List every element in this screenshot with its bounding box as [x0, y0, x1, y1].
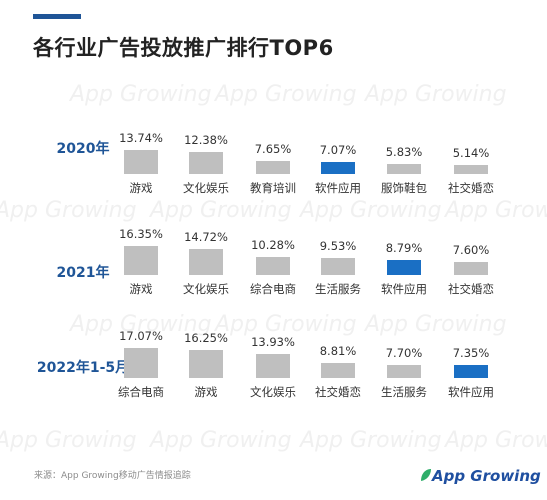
watermark-text: App Growing — [300, 198, 442, 223]
bar — [321, 363, 355, 378]
chart-title: 各行业广告投放推广排行TOP6 — [33, 36, 334, 60]
watermark-text: App Growing — [300, 428, 442, 453]
value-label: 7.65% — [254, 142, 292, 156]
bar — [189, 249, 223, 275]
value-label: 7.60% — [452, 243, 490, 257]
category-label: 综合电商 — [250, 282, 296, 296]
value-label: 14.72% — [184, 230, 228, 244]
value-label: 12.38% — [184, 133, 228, 147]
value-label: 13.93% — [251, 335, 295, 349]
value-label: 7.35% — [452, 346, 490, 360]
bar — [387, 260, 421, 275]
category-label: 社交婚恋 — [448, 181, 494, 195]
value-label: 16.25% — [184, 331, 228, 345]
bar — [387, 365, 421, 378]
value-label: 9.53% — [319, 239, 357, 253]
bar — [256, 161, 290, 174]
value-label: 5.14% — [452, 146, 490, 160]
value-label: 16.35% — [119, 227, 163, 241]
bar — [321, 162, 355, 174]
watermark-text: App Growing — [365, 312, 507, 337]
app-growing-logo: App Growing — [432, 467, 541, 485]
watermark-text: App Growing — [215, 82, 357, 107]
category-label: 文化娱乐 — [183, 282, 229, 296]
category-label: 社交婚恋 — [315, 385, 361, 399]
group-label: 2021年 — [56, 265, 110, 281]
category-label: 游戏 — [129, 282, 153, 296]
category-label: 软件应用 — [381, 282, 427, 296]
watermark-text: App Growing — [0, 198, 137, 223]
watermark-text: App Growing — [445, 198, 547, 223]
bar — [124, 348, 158, 378]
category-label: 文化娱乐 — [183, 181, 229, 195]
value-label: 13.74% — [119, 131, 163, 145]
title-accent-bar — [33, 14, 81, 19]
category-label: 社交婚恋 — [448, 282, 494, 296]
watermark-text: App Growing — [150, 428, 292, 453]
category-label: 软件应用 — [448, 385, 494, 399]
watermark-text: App Growing — [150, 198, 292, 223]
bar — [387, 164, 421, 174]
watermark-text: App Growing — [70, 82, 212, 107]
value-label: 7.07% — [319, 143, 357, 157]
watermark-text: App Growing — [365, 82, 507, 107]
watermark-text: App Growing — [0, 428, 137, 453]
value-label: 7.70% — [385, 346, 423, 360]
bar — [454, 165, 488, 174]
group-label: 2022年1-5月 — [36, 360, 130, 376]
category-label: 综合电商 — [118, 385, 164, 399]
category-label: 教育培训 — [250, 181, 296, 195]
category-label: 游戏 — [129, 181, 153, 195]
value-label: 8.79% — [385, 241, 423, 255]
category-label: 文化娱乐 — [250, 385, 296, 399]
bar — [256, 354, 290, 378]
bar — [189, 152, 223, 174]
bar — [321, 258, 355, 275]
bar — [124, 150, 158, 174]
bar — [454, 262, 488, 275]
bar — [189, 350, 223, 378]
source-note: 来源：App Growing移动广告情报追踪 — [34, 471, 191, 481]
group-label: 2020年 — [56, 141, 110, 157]
category-label: 游戏 — [194, 385, 218, 399]
category-label: 生活服务 — [315, 282, 361, 296]
value-label: 5.83% — [385, 145, 423, 159]
category-label: 服饰鞋包 — [381, 181, 427, 195]
bar — [124, 246, 158, 275]
bar — [454, 365, 488, 378]
value-label: 8.81% — [319, 344, 357, 358]
value-label: 10.28% — [251, 238, 295, 252]
category-label: 生活服务 — [381, 385, 427, 399]
category-label: 软件应用 — [315, 181, 361, 195]
logo-leaf-icon — [421, 469, 431, 481]
value-label: 17.07% — [119, 329, 163, 343]
watermark-text: App Growing — [445, 428, 547, 453]
bar — [256, 257, 290, 275]
